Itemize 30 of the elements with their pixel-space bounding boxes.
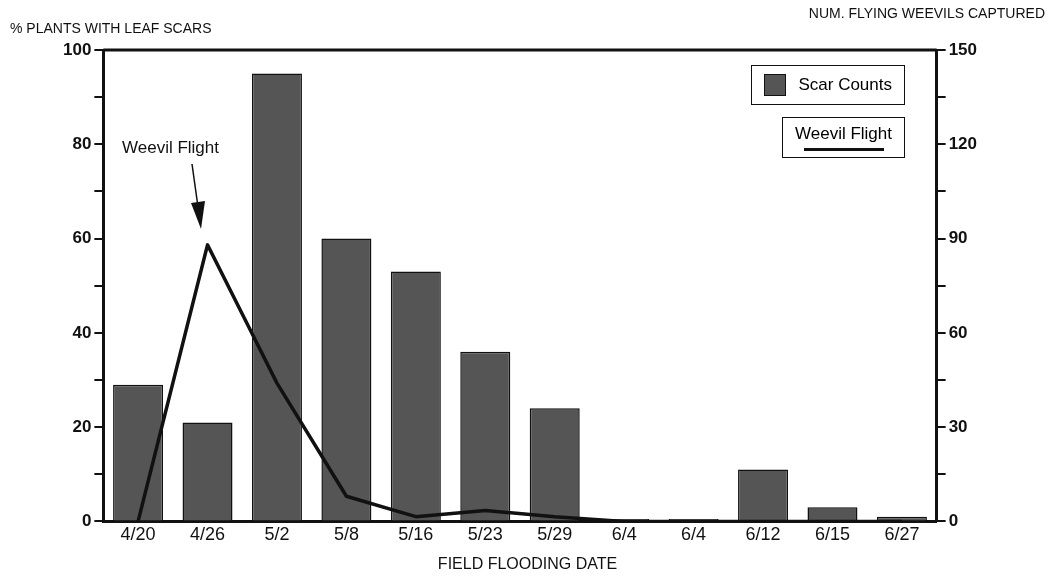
y2-axis-title: NUM. FLYING WEEVILS CAPTURED bbox=[808, 5, 1045, 21]
x-tick-label: 5/23 bbox=[467, 524, 503, 545]
y2-tick-label: 0 bbox=[948, 511, 959, 531]
y2-tick-label: 120 bbox=[948, 133, 978, 153]
y-tick-label: 100 bbox=[62, 39, 92, 59]
x-tick-label: 5/16 bbox=[398, 524, 434, 545]
x-tick-label: 5/8 bbox=[333, 524, 359, 545]
y2-tick-label: 150 bbox=[948, 39, 978, 59]
y-axis-title: % PLANTS WITH LEAF SCARS bbox=[10, 20, 212, 36]
y-tick-label: 40 bbox=[72, 322, 92, 342]
x-tick-label: 6/12 bbox=[745, 524, 781, 545]
legend-label: Scar Counts bbox=[798, 75, 892, 95]
x-tick-label: 6/4 bbox=[611, 524, 637, 545]
x-tick-label: 6/15 bbox=[814, 524, 850, 545]
x-tick-label: 4/20 bbox=[120, 524, 156, 545]
x-tick-label: 4/26 bbox=[190, 524, 226, 545]
x-tick-label: 6/27 bbox=[884, 524, 920, 545]
y-tick-label: 0 bbox=[81, 511, 92, 531]
text: Weevil Flight bbox=[795, 124, 892, 144]
x-tick-label: 5/2 bbox=[264, 524, 290, 545]
annotation: Weevil Flight bbox=[122, 138, 219, 158]
x-axis-title: FIELD FLOODING DATE bbox=[436, 555, 619, 573]
y-tick-label: 60 bbox=[72, 228, 92, 248]
y-tick-label: 20 bbox=[72, 416, 92, 436]
x-tick-label: 6/4 bbox=[681, 524, 707, 545]
y-tick-label: 80 bbox=[72, 133, 92, 153]
y2-tick-label: 30 bbox=[948, 416, 968, 436]
y2-tick-label: 60 bbox=[948, 322, 968, 342]
x-tick-label: 5/29 bbox=[537, 524, 573, 545]
y2-tick-label: 90 bbox=[948, 228, 968, 248]
